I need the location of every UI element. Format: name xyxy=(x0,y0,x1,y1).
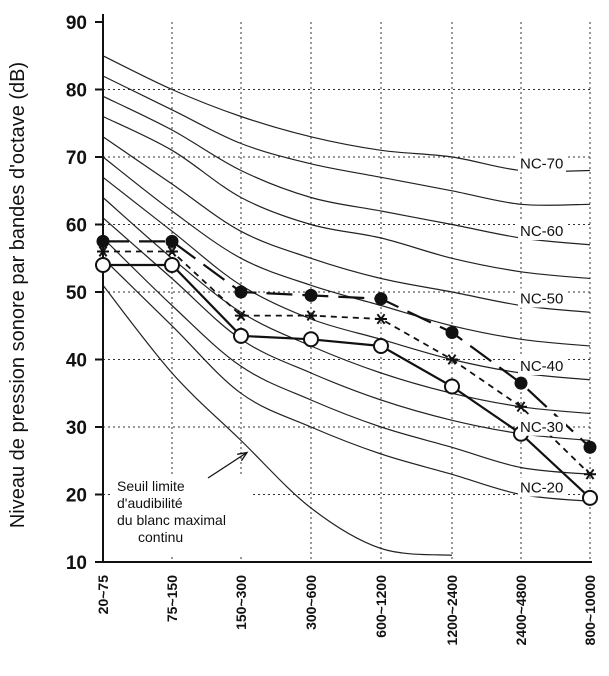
nc-label-bg-0 xyxy=(518,153,566,173)
annotation-line-2: du blanc maximal xyxy=(117,512,226,528)
nc-curve-4 xyxy=(102,136,591,313)
series-1-point-1 xyxy=(166,246,178,257)
nc-curve-11 xyxy=(102,284,453,556)
nc-curve-9 xyxy=(102,237,591,475)
series-1-point-4 xyxy=(375,313,387,325)
nc-curve-1 xyxy=(102,75,591,206)
series-0-point-2 xyxy=(234,285,248,299)
measured-series xyxy=(95,234,598,506)
series-1-point-6 xyxy=(515,401,527,413)
nc-curve-8 xyxy=(102,217,591,442)
nc-label-bg-2 xyxy=(518,221,566,240)
nc-curve-labels: NC-70 NC-60 NC-50 NC-40 NC-30 NC-20 xyxy=(518,153,566,497)
nc-label-10: NC-20 xyxy=(520,480,563,497)
nc-label-6: NC-40 xyxy=(520,358,563,375)
series-1-point-3 xyxy=(305,310,317,322)
x-tick-labels: 20~75 75~150 150~300 300~600 600~1200 1200~24… xyxy=(95,575,598,646)
y-tick-label-6: 70 xyxy=(66,148,87,169)
y-tick-label-2: 30 xyxy=(66,418,87,439)
x-tick-label-0: 20~75 xyxy=(95,575,111,615)
series-0-point-3 xyxy=(304,288,318,302)
y-tick-label-0: 10 xyxy=(66,553,87,574)
series-2-point-7 xyxy=(582,489,598,506)
nc-curves xyxy=(102,55,591,556)
x-tick-label-1: 75~150 xyxy=(164,575,180,622)
series-0-point-5 xyxy=(445,326,459,339)
series-2-point-5 xyxy=(444,378,460,395)
axes xyxy=(102,14,592,563)
series-0-point-1 xyxy=(165,234,179,248)
series-2-point-2 xyxy=(233,327,249,344)
nc-curve-5 xyxy=(102,156,591,347)
series-0-point-7 xyxy=(583,440,597,454)
nc-curve-0 xyxy=(102,55,591,173)
x-tick-label-4: 600~1200 xyxy=(373,575,389,638)
series-1-point-7 xyxy=(584,468,596,480)
series-2-point-0 xyxy=(95,257,111,273)
series-line-2 xyxy=(103,263,591,499)
y-tick-label-3: 40 xyxy=(66,351,87,372)
series-2-point-1 xyxy=(164,257,180,273)
x-tick-label-3: 300~600 xyxy=(303,575,319,630)
series-1-point-2 xyxy=(235,310,247,322)
annotation-line-3: continu xyxy=(138,529,183,545)
y-tick-label-1: 20 xyxy=(66,486,87,507)
nc-curve-2 xyxy=(102,95,591,246)
annotation-arrow-head xyxy=(237,451,249,462)
y-tick-label-5: 60 xyxy=(66,216,87,237)
nc-curve-10 xyxy=(102,257,591,502)
nc-curve-3 xyxy=(102,115,591,280)
annotation-bg xyxy=(110,474,250,554)
series-2-point-4 xyxy=(373,338,389,354)
nc-label-bg-8 xyxy=(518,416,566,436)
series-1-point-0 xyxy=(97,246,109,257)
annotation-line-0: Seuil limite xyxy=(117,478,185,494)
x-tick-label-2: 150~300 xyxy=(233,575,249,630)
x-tick-label-6: 2400~4800 xyxy=(513,575,529,646)
annotation-arrow-line xyxy=(207,451,248,479)
x-tick-label-5: 1200~2400 xyxy=(444,575,460,646)
y-axis-label: Niveau de pression sonore par bandes d'o… xyxy=(7,62,29,528)
series-2-point-3 xyxy=(303,331,319,348)
annotation-line-1: d'audibilité xyxy=(117,495,183,511)
series-0-point-4 xyxy=(374,292,388,306)
nc-label-bg-6 xyxy=(518,356,566,375)
x-tick-label-7: 800~10000 xyxy=(582,575,598,646)
nc-label-bg-10 xyxy=(518,477,566,497)
y-tick-label-4: 50 xyxy=(66,283,87,304)
series-line-0 xyxy=(103,240,591,449)
y-tick-labels: 10 20 30 40 50 60 70 80 90 xyxy=(66,13,103,574)
y-tick-label-7: 80 xyxy=(66,81,87,102)
nc-curve-6 xyxy=(102,176,591,381)
series-line-1 xyxy=(103,250,591,475)
y-tick-label-8: 90 xyxy=(66,13,87,34)
nc-label-8: NC-30 xyxy=(520,419,563,436)
series-1-point-5 xyxy=(446,354,458,365)
series-0-point-6 xyxy=(514,376,528,390)
nc-label-4: NC-50 xyxy=(520,291,563,308)
series-0-point-0 xyxy=(96,234,110,248)
nc-label-bg-4 xyxy=(518,288,566,308)
nc-label-2: NC-60 xyxy=(520,223,563,240)
nc-label-0: NC-70 xyxy=(520,156,563,173)
